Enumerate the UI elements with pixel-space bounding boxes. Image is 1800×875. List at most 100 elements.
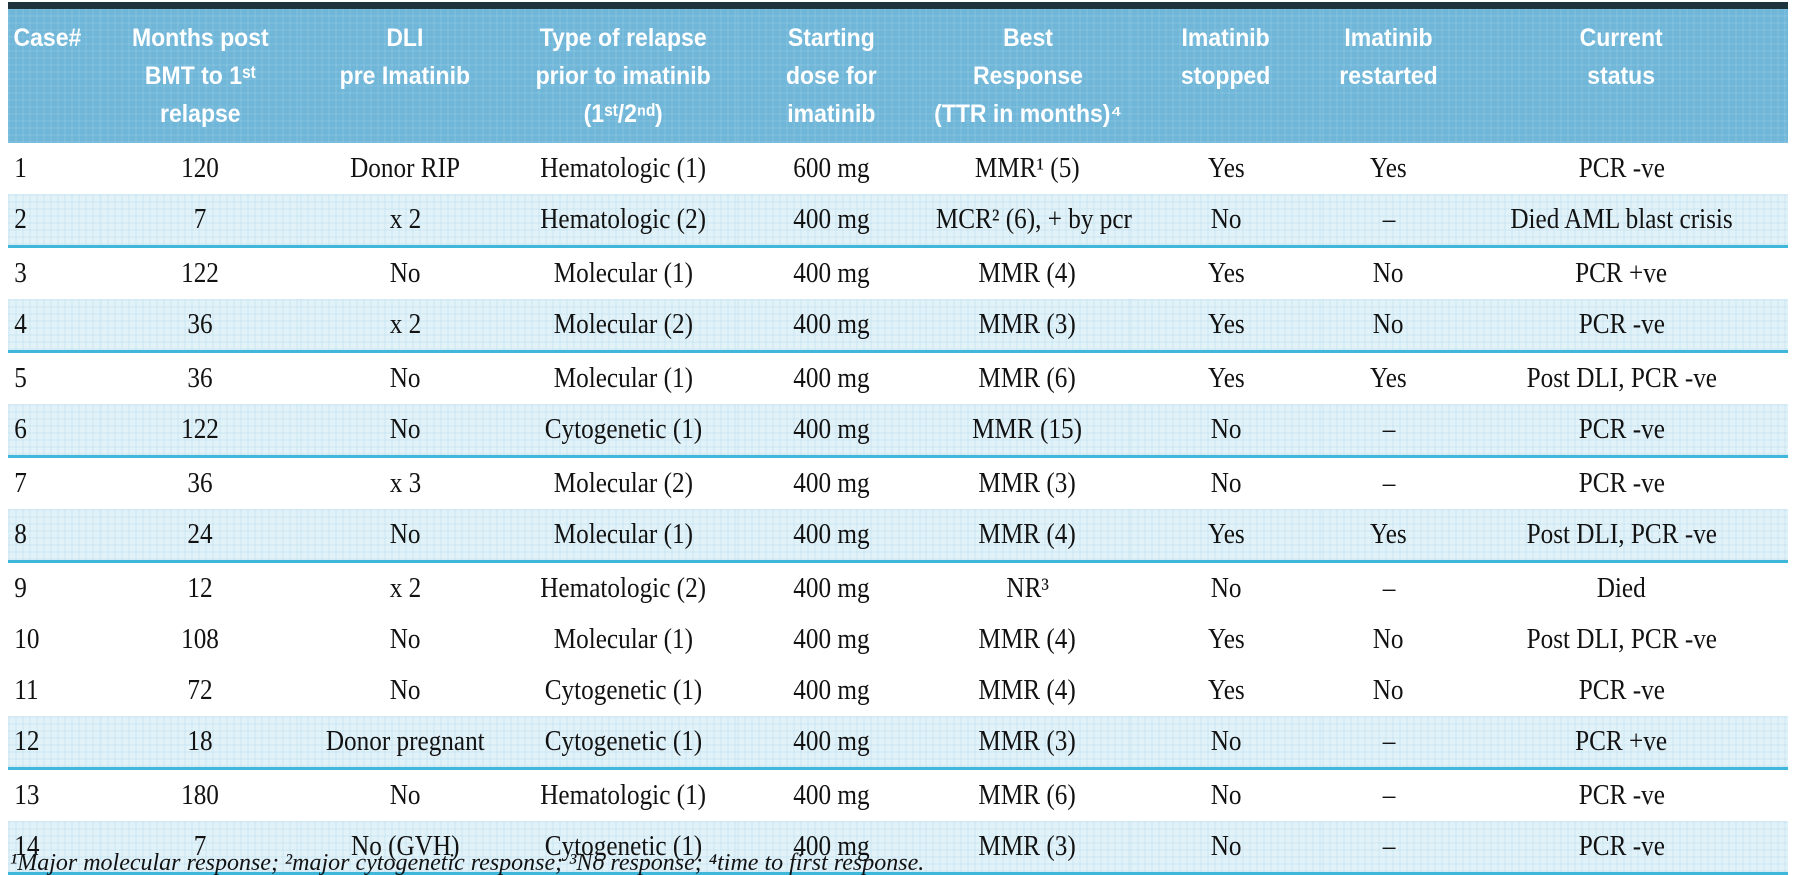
cell-response-text: MMR (3): [978, 467, 1077, 499]
cell-response: MMR (6): [925, 769, 1130, 822]
table-row-case-3: 3 122 No Molecular (1) 400 mg MMR (4) Yes No PCR…: [8, 247, 1788, 300]
cell-dose: 400 mg: [737, 821, 925, 875]
cell-status-text: PCR -ve: [1578, 467, 1665, 499]
cell-restarted-text: –: [1382, 779, 1395, 811]
cell-response-text: MMR (4): [978, 257, 1077, 289]
cell-type-text: Cytogenetic (1): [544, 725, 703, 757]
cell-stopped-text: No: [1210, 203, 1242, 235]
cell-response-text: MMR (6): [978, 362, 1077, 394]
cell-months-text: 108: [181, 623, 219, 655]
cell-type-text: Cytogenetic (1): [544, 674, 703, 706]
cell-response-text: MMR (15): [972, 413, 1083, 445]
cell-dli: No: [300, 769, 510, 822]
cell-type: Molecular (1): [510, 247, 737, 300]
cell-case-text: 2: [14, 203, 27, 235]
cell-restarted-text: –: [1382, 572, 1395, 604]
cell-type-text: Molecular (1): [553, 518, 694, 550]
cell-restarted: –: [1322, 716, 1455, 770]
cell-status-text: PCR -ve: [1578, 779, 1665, 811]
cell-status-text: Post DLI, PCR -ve: [1526, 623, 1717, 655]
cell-restarted: –: [1322, 194, 1455, 248]
cell-case: 2: [8, 194, 100, 248]
cell-months-text: 36: [187, 467, 213, 499]
cell-type: Molecular (1): [510, 614, 737, 665]
cell-response: NR³: [925, 562, 1130, 615]
cell-response: MMR (3): [925, 716, 1130, 770]
column-header-stopped-label: Imatinib stopped: [1181, 24, 1271, 90]
cell-stopped: No: [1130, 716, 1322, 770]
cell-response: MMR (3): [925, 299, 1130, 353]
cell-case-text: 3: [14, 257, 27, 289]
cell-restarted-text: –: [1382, 467, 1395, 499]
column-header-best-response-label: Best Response (TTR in months)⁴: [933, 24, 1122, 128]
column-header-months-post-bmt: Months post BMT to 1ˢᵗ relapse: [100, 9, 300, 143]
cell-months: 18: [100, 716, 300, 770]
cell-status: Post DLI, PCR -ve: [1455, 509, 1788, 563]
cell-status: PCR -ve: [1455, 143, 1788, 194]
cell-dli-text: x 2: [389, 572, 421, 604]
cell-dose-text: 400 mg: [792, 362, 870, 394]
cell-case: 5: [8, 352, 100, 405]
cell-dose-text: 400 mg: [792, 308, 870, 340]
cell-type: Cytogenetic (1): [510, 821, 737, 875]
cell-status: Died: [1455, 562, 1788, 615]
cell-case-text: 1: [14, 152, 27, 184]
cell-stopped: Yes: [1130, 352, 1322, 405]
cell-response-text: MMR (3): [978, 830, 1077, 862]
table-header: Case# Months post BMT to 1ˢᵗ relapse DLI…: [8, 9, 1788, 143]
table-row-case-7: 7 36 x 3 Molecular (2) 400 mg MMR (3) No – PCR -…: [8, 457, 1788, 510]
cell-case-text: 10: [14, 623, 40, 655]
cell-dose: 400 mg: [737, 716, 925, 770]
cell-status-text: Died AML blast crisis: [1510, 203, 1733, 235]
cell-response-text: MMR (4): [978, 518, 1077, 550]
cell-months: 7: [100, 194, 300, 248]
cell-case: 6: [8, 404, 100, 458]
cell-dli: No: [300, 614, 510, 665]
cell-restarted: –: [1322, 821, 1455, 875]
cell-status-text: PCR -ve: [1578, 413, 1665, 445]
cell-dli: Donor pregnant: [300, 716, 510, 770]
cell-restarted-text: –: [1382, 413, 1395, 445]
cell-type: Hematologic (1): [510, 143, 737, 194]
column-header-case-label: Case#: [13, 24, 82, 52]
cell-months: 24: [100, 509, 300, 563]
cell-dose: 400 mg: [737, 614, 925, 665]
cell-type: Hematologic (2): [510, 562, 737, 615]
cell-dli: No (GVH): [300, 821, 510, 875]
cell-response: MMR (4): [925, 665, 1130, 716]
cell-dli: x 2: [300, 299, 510, 353]
cell-stopped: No: [1130, 404, 1322, 458]
cell-status-text: Post DLI, PCR -ve: [1526, 518, 1717, 550]
cell-dose: 400 mg: [737, 247, 925, 300]
cell-case-text: 6: [14, 413, 27, 445]
cell-case: 4: [8, 299, 100, 353]
cell-stopped-text: Yes: [1207, 623, 1245, 655]
cell-stopped-text: No: [1210, 779, 1242, 811]
cell-stopped: Yes: [1130, 665, 1322, 716]
cell-case-text: 8: [14, 518, 27, 550]
cell-dli: No: [300, 509, 510, 563]
cell-case: 3: [8, 247, 100, 300]
cell-response-text: MCR² (6), + by pcr: [935, 203, 1132, 235]
cell-months-text: 122: [181, 413, 219, 445]
cell-response: MMR (3): [925, 821, 1130, 875]
cell-dose-text: 400 mg: [792, 257, 870, 289]
cell-dose: 400 mg: [737, 194, 925, 248]
cell-stopped-text: Yes: [1207, 308, 1245, 340]
cell-dose-text: 400 mg: [792, 413, 870, 445]
cell-status-text: PCR -ve: [1578, 152, 1665, 184]
cell-dose-text: 600 mg: [792, 152, 870, 184]
cell-case: 14: [8, 821, 100, 875]
cell-case-text: 11: [14, 674, 39, 706]
cell-months-text: 18: [187, 725, 213, 757]
cell-response: MMR (15): [925, 404, 1130, 458]
cell-dose-text: 400 mg: [792, 623, 870, 655]
cell-restarted-text: No: [1373, 623, 1404, 655]
cell-restarted-text: Yes: [1370, 518, 1407, 550]
cell-stopped-text: No: [1210, 413, 1242, 445]
cell-months: 36: [100, 352, 300, 405]
cell-case: 13: [8, 769, 100, 822]
cell-case: 9: [8, 562, 100, 615]
cell-case-text: 14: [14, 830, 40, 862]
